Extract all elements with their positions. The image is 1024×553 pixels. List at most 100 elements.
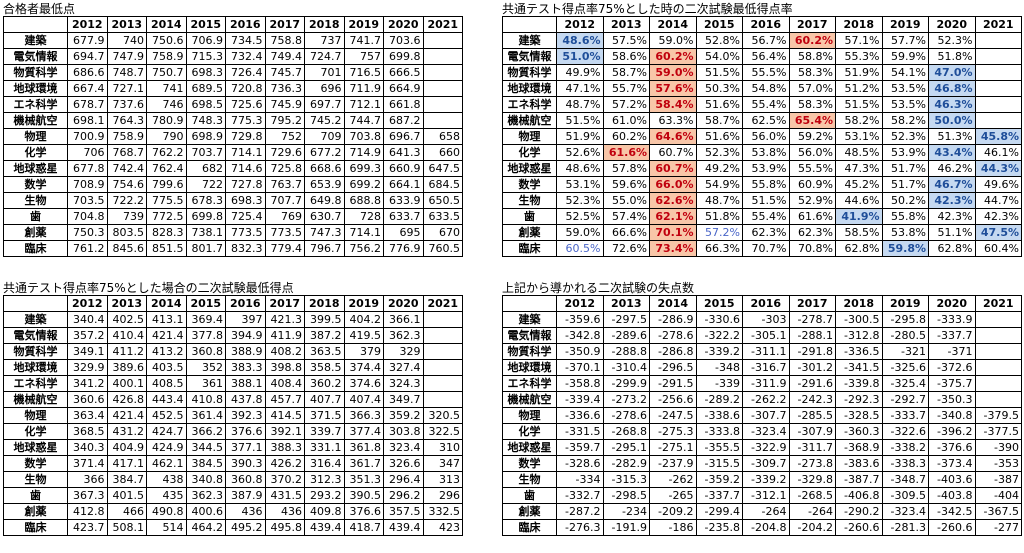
row-label: 臨床 xyxy=(502,519,557,536)
table-cell: -186 xyxy=(649,519,697,536)
table-cell: 436 xyxy=(225,503,266,520)
table-row: 機械航空 360.6 426.8 443.4 410.8 437.8 457.7 407.7 4… xyxy=(3,391,463,408)
table-cell: -331.5 xyxy=(556,423,604,440)
table-cell: 61.6% xyxy=(602,144,650,161)
year-header: 2015 xyxy=(695,295,743,312)
table-cell: -359.2 xyxy=(695,471,743,488)
year-header: 2012 xyxy=(67,16,108,33)
table-row: 歯 704.8 739 772.5 699.8 725.4 769 630.7 728 633.7… xyxy=(3,208,463,225)
table-cell: 431.2 xyxy=(106,423,147,440)
table-cell: 426.8 xyxy=(106,391,147,408)
table-cell: 762.2 xyxy=(146,144,187,161)
table-cell: -286.9 xyxy=(649,311,697,328)
table-cell: 407.4 xyxy=(343,391,384,408)
table-cell: 764.3 xyxy=(106,112,147,129)
year-header: 2017 xyxy=(264,295,305,312)
table-cell: 796.7 xyxy=(304,240,345,257)
table-cell: 55.7% xyxy=(602,80,650,97)
table-cell xyxy=(974,311,1022,328)
table-row: 歯 52.5% 57.4% 62.1% 51.8% 55.4% 61.6% 41.9% 55.8… xyxy=(502,208,1022,225)
table-cell: -328.6 xyxy=(556,455,604,472)
table-cell: 368.5 xyxy=(67,423,108,440)
table-cell: -289.6 xyxy=(602,327,650,344)
table-cell: 374.6 xyxy=(343,375,384,392)
table-cell: 703.5 xyxy=(67,192,108,209)
row-label: 創薬 xyxy=(3,503,68,520)
table-cell: -404 xyxy=(974,487,1022,504)
table-cell: 647.5 xyxy=(422,160,463,177)
table-cell: 389.6 xyxy=(106,359,147,376)
year-header: 2016 xyxy=(225,295,266,312)
table-cell xyxy=(422,112,463,129)
row-label: 機械航空 xyxy=(502,112,557,129)
table-cell: 341.2 xyxy=(67,375,108,392)
table-cell: -334 xyxy=(556,471,604,488)
table-cell: 776.9 xyxy=(383,240,424,257)
table-cell: -376.6 xyxy=(928,439,976,456)
table-cell: 736.3 xyxy=(264,80,305,97)
table-cell: 388.3 xyxy=(264,439,305,456)
table-cell: 780.9 xyxy=(146,112,187,129)
table-cell: -375.7 xyxy=(928,375,976,392)
table-row: 歯 -332.7 -298.5 -265 -337.7 -312.1 -268.5 -406.… xyxy=(502,487,1022,504)
table-cell: 678.7 xyxy=(67,96,108,113)
table-cell: 408.5 xyxy=(146,375,187,392)
table-cell: -383.6 xyxy=(835,455,883,472)
row-label: 臨床 xyxy=(3,519,68,536)
table-cell: 400.6 xyxy=(185,503,226,520)
row-label: 物質科学 xyxy=(3,343,68,360)
table-cell: 52.9% xyxy=(788,192,836,209)
year-header: 2020 xyxy=(383,16,424,33)
table-row: 数学 708.9 754.6 799.6 722 727.8 763.7 653.9 699.2… xyxy=(3,176,463,193)
table-cell: 46.7% xyxy=(928,176,976,193)
table-cell: 388.1 xyxy=(225,375,266,392)
table-cell: 349.7 xyxy=(383,391,424,408)
table-cell: 410.4 xyxy=(106,327,147,344)
table-cell: 712.1 xyxy=(343,96,384,113)
table-cell: -278.6 xyxy=(602,407,650,424)
table-cell: 722 xyxy=(185,176,226,193)
table-cell: 747.9 xyxy=(106,48,147,65)
row-label: エネ科学 xyxy=(3,96,68,113)
table-cell: 70.1% xyxy=(649,224,697,241)
table-cell: 58.7% xyxy=(602,64,650,81)
row-label: 地球惑星 xyxy=(3,160,68,177)
secondary-score-table: 2012 2013 2014 2015 2016 2017 2018 2019 2020 2021… xyxy=(3,295,463,536)
table-cell: 421.4 xyxy=(106,407,147,424)
table-cell: -325.4 xyxy=(881,375,929,392)
table-cell: 59.9% xyxy=(881,48,929,65)
panel-title: 共通テスト得点率75%とした時の二次試験最低得点率 xyxy=(502,2,793,16)
table-row: 物質科学 49.9% 58.7% 59.0% 51.5% 55.5% 58.3% 51.9% 5… xyxy=(502,64,1022,81)
table-cell: 370.2 xyxy=(264,471,305,488)
table-cell: 50.3% xyxy=(695,80,743,97)
table-cell: 737.6 xyxy=(106,96,147,113)
table-cell: 62.5% xyxy=(742,112,790,129)
table-cell: 775.5 xyxy=(146,192,187,209)
table-cell: 326.6 xyxy=(383,455,424,472)
table-cell: 48.7% xyxy=(695,192,743,209)
table-cell: 714.1 xyxy=(343,224,384,241)
table-cell: 737 xyxy=(304,32,345,49)
table-cell: 752 xyxy=(264,128,305,145)
table-cell: 387.9 xyxy=(225,487,266,504)
table-cell: 394.9 xyxy=(225,327,266,344)
table-cell: 56.7% xyxy=(742,32,790,49)
table-cell: -379.5 xyxy=(974,407,1022,424)
year-header: 2014 xyxy=(146,16,187,33)
table-cell: -204.2 xyxy=(788,519,836,536)
table-cell: 327.4 xyxy=(383,359,424,376)
table-cell: 667.4 xyxy=(67,80,108,97)
table-cell: 52.6% xyxy=(556,144,604,161)
table-cell: 51.5% xyxy=(695,64,743,81)
table-cell: -276.3 xyxy=(556,519,604,536)
table-cell: 57.4% xyxy=(602,208,650,225)
table-cell: 366.3 xyxy=(343,407,384,424)
table-cell: 695 xyxy=(383,224,424,241)
table-cell: 47.0% xyxy=(928,64,976,81)
table-cell: 729.8 xyxy=(225,128,266,145)
table-cell: 384.5 xyxy=(185,455,226,472)
table-cell: 411.2 xyxy=(106,343,147,360)
table-cell: 46.3% xyxy=(928,96,976,113)
table-cell: 711.9 xyxy=(343,80,384,97)
table-cell: 58.5% xyxy=(835,224,883,241)
